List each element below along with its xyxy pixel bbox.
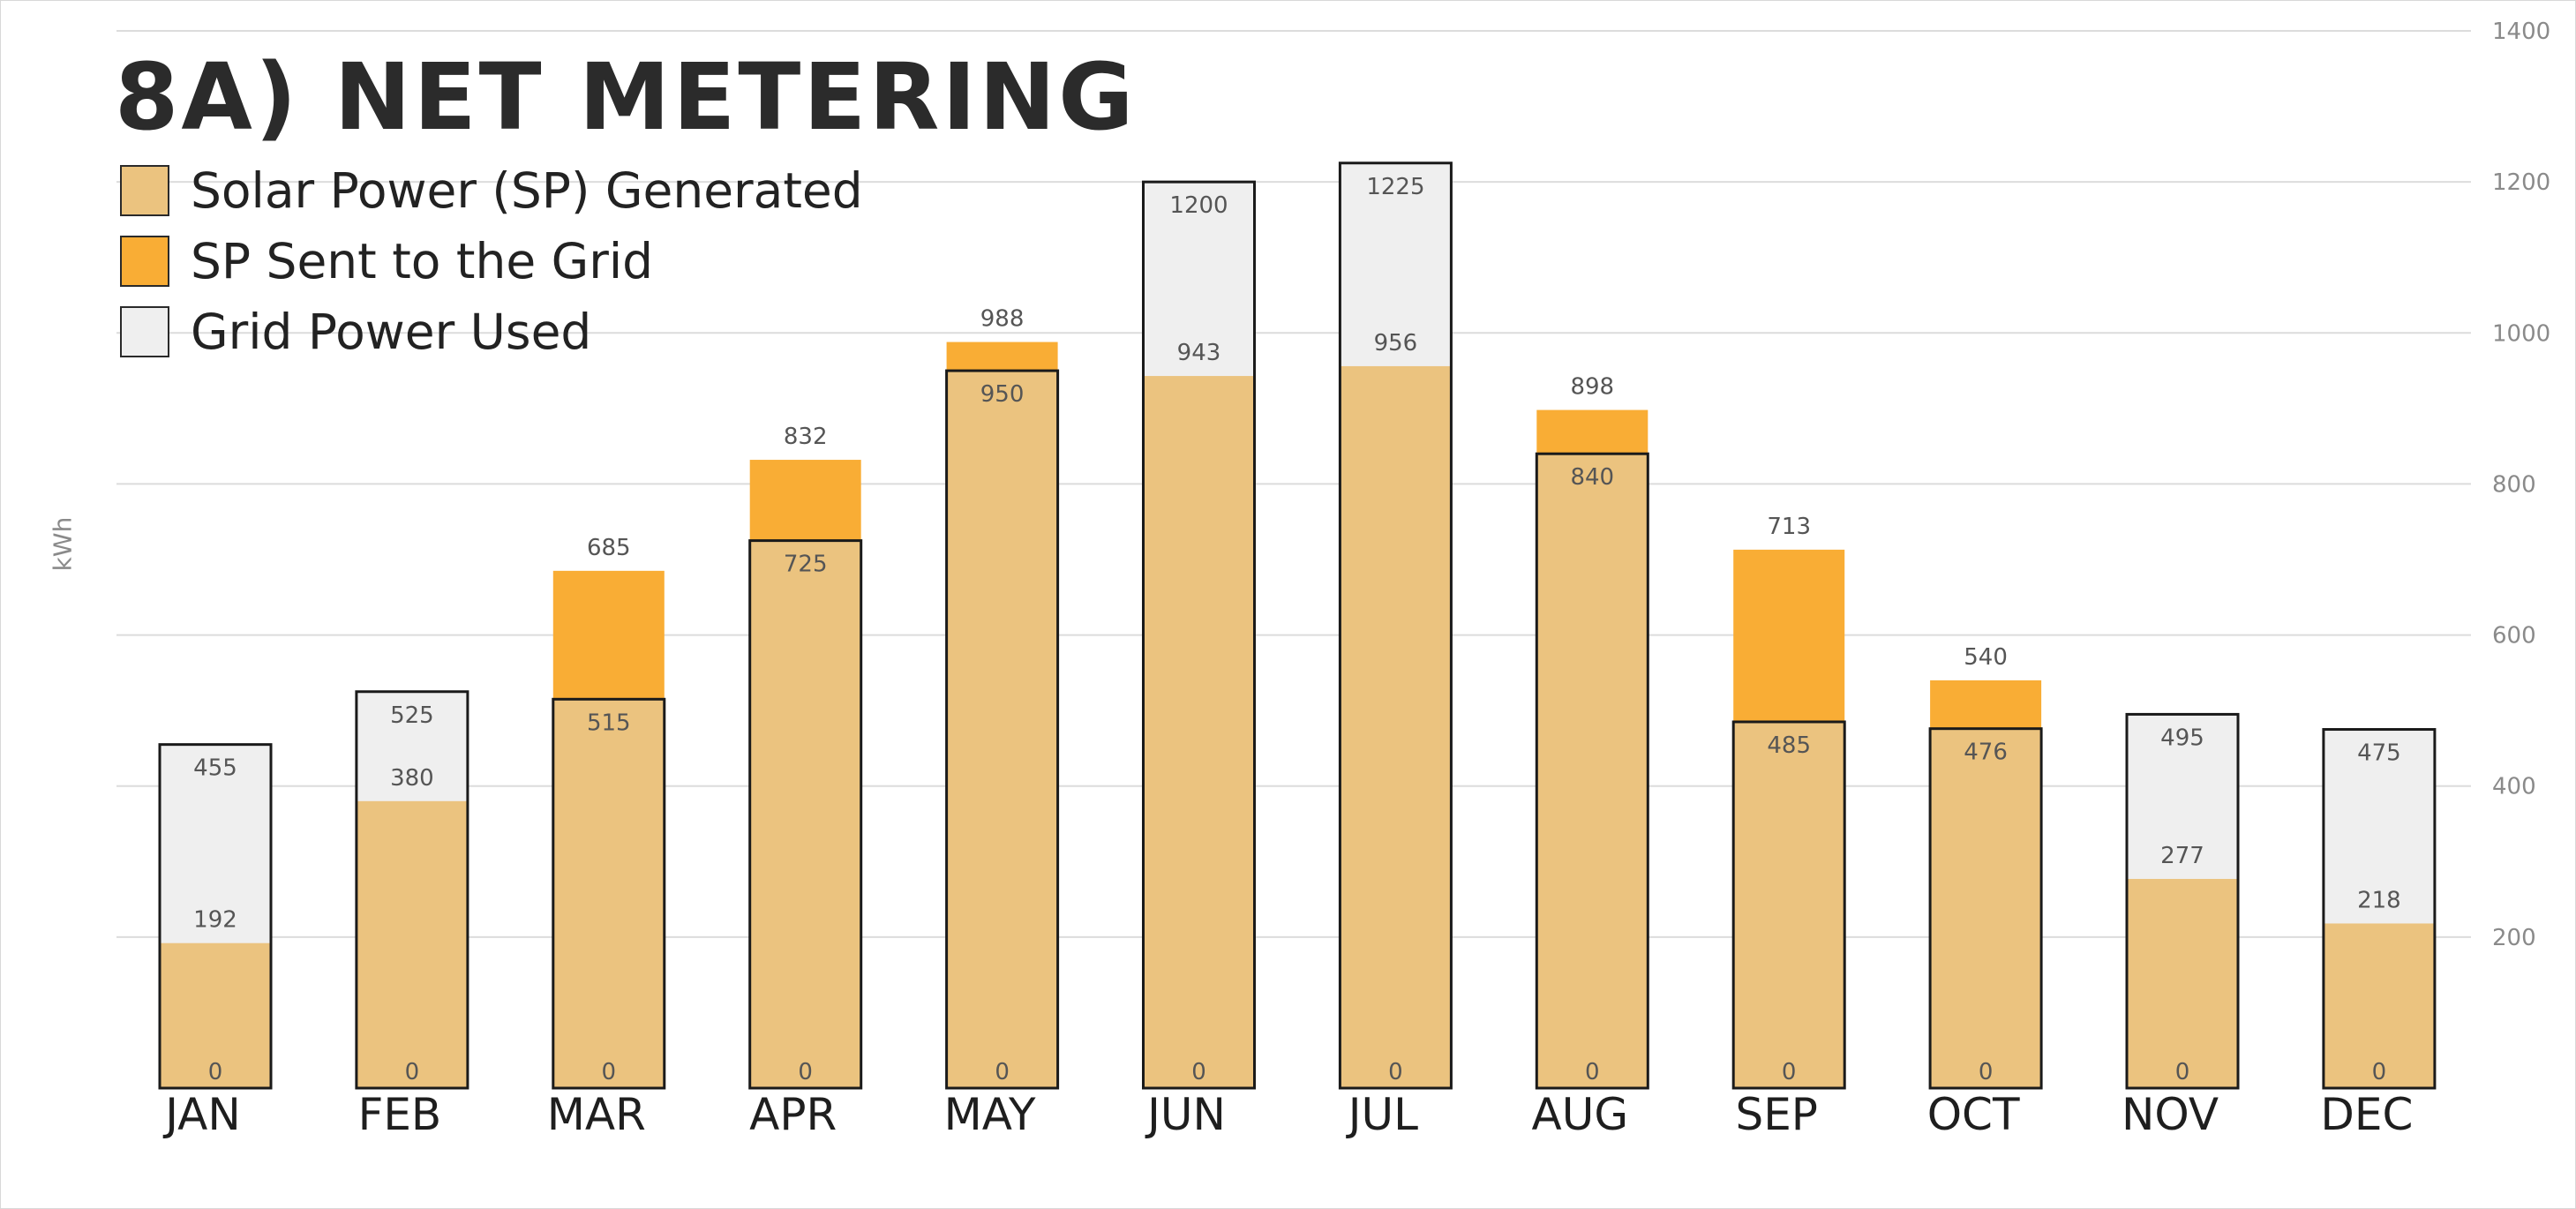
x-tick-label-jul: JUL: [1346, 1089, 1418, 1140]
bar-outline-grid-used-mar: [552, 697, 666, 1090]
value-label-solar-dec: 218: [2357, 887, 2401, 913]
x-tick-label-jan: JAN: [162, 1089, 240, 1140]
bar-sent-to-grid-sep: [1733, 549, 1845, 722]
value-label-baseline-dec: 0: [2372, 1059, 2387, 1085]
value-label-baseline-may: 0: [995, 1059, 1010, 1085]
bar-outline-grid-used-dec: [2322, 728, 2437, 1090]
value-label-top-oct: 540: [1964, 644, 2008, 671]
bar-outline-grid-used-apr: [748, 539, 863, 1090]
bar-sent-to-grid-apr: [749, 460, 861, 541]
bar-solar-generated-jul: [1340, 365, 1452, 1088]
bar-sent-to-grid-mar: [552, 570, 665, 700]
value-label-baseline-mar: 0: [602, 1059, 617, 1085]
x-tick-label-mar: MAR: [547, 1089, 646, 1140]
bar-outline-grid-used-jul: [1338, 161, 1453, 1090]
legend-label-solar-generated: Solar Power (SP) Generated: [191, 162, 863, 219]
x-tick-label-nov: NOV: [2122, 1089, 2219, 1140]
value-label-baseline-jan: 0: [208, 1059, 223, 1085]
x-tick-label-oct: OCT: [1927, 1089, 2020, 1140]
bar-solar-generated-sep: [1733, 721, 1845, 1088]
y-tick-label-400: 400: [2492, 774, 2536, 800]
bar-solar-generated-aug: [1536, 454, 1648, 1088]
bar-outline-grid-used-oct: [1928, 727, 2043, 1090]
value-label-grid-used-apr: 725: [784, 552, 828, 578]
legend-swatch-solar-generated: [120, 165, 169, 216]
value-label-baseline-feb: 0: [405, 1059, 420, 1085]
legend-item-solar-generated: Solar Power (SP) Generated: [120, 155, 863, 226]
bar-solar-generated-mar: [552, 699, 665, 1088]
bar-outline-grid-used-jan: [158, 743, 273, 1090]
chart-legend: Solar Power (SP) Generated SP Sent to th…: [120, 155, 863, 367]
value-label-grid-used-aug: 840: [1570, 464, 1614, 491]
value-label-top-jun: 1200: [1169, 192, 1228, 219]
x-tick-label-sep: SEP: [1735, 1089, 1817, 1140]
y-axis-label: kWh: [48, 516, 78, 572]
value-label-grid-used-mar: 515: [587, 710, 631, 736]
bar-sent-to-grid-may: [946, 342, 1058, 372]
value-label-baseline-aug: 0: [1585, 1059, 1600, 1085]
value-label-baseline-jun: 0: [1191, 1059, 1206, 1085]
bar-sent-to-grid-aug: [1536, 409, 1648, 454]
value-label-grid-used-may: 950: [980, 381, 1025, 408]
y-tick-label-600: 600: [2492, 623, 2536, 650]
bar-solar-generated-dec: [2323, 923, 2435, 1088]
bar-solar-generated-apr: [749, 540, 861, 1088]
bar-outline-grid-used-aug: [1535, 452, 1649, 1090]
bar-solar-generated-jan: [160, 942, 271, 1088]
value-label-solar-jun: 943: [1177, 340, 1221, 366]
value-label-solar-jul: 956: [1374, 330, 1418, 357]
bar-solar-generated-nov: [2127, 878, 2238, 1088]
y-tick-label-1000: 1000: [2492, 320, 2550, 347]
legend-label-sent-to-grid: SP Sent to the Grid: [191, 233, 654, 289]
y-tick-label-1200: 1200: [2492, 169, 2550, 196]
legend-swatch-grid-used: [120, 306, 169, 357]
value-label-top-feb: 525: [390, 702, 434, 729]
value-label-top-aug: 898: [1570, 374, 1614, 401]
x-tick-label-feb: FEB: [358, 1089, 442, 1140]
y-tick-label-1400: 1400: [2492, 19, 2550, 45]
value-label-solar-jan: 192: [193, 907, 237, 934]
bar-outline-grid-used-sep: [1731, 720, 1846, 1090]
value-label-top-dec: 475: [2357, 740, 2401, 767]
y-tick-label-200: 200: [2492, 925, 2536, 951]
value-label-baseline-nov: 0: [2175, 1059, 2190, 1085]
legend-item-sent-to-grid: SP Sent to the Grid: [120, 226, 863, 297]
bar-outline-grid-used-may: [945, 369, 1060, 1090]
chart-title: 8A) NET METERING: [115, 43, 1137, 151]
y-tick-label-800: 800: [2492, 471, 2536, 498]
value-label-baseline-oct: 0: [1979, 1059, 1994, 1085]
bar-solar-generated-feb: [356, 800, 468, 1088]
x-tick-label-apr: APR: [749, 1089, 837, 1140]
bar-solar-generated-jun: [1143, 376, 1255, 1089]
x-tick-label-may: MAY: [944, 1089, 1036, 1140]
bar-solar-generated-oct: [1930, 728, 2042, 1088]
value-label-baseline-apr: 0: [798, 1059, 813, 1085]
value-label-solar-nov: 277: [2160, 843, 2204, 869]
value-label-grid-used-sep: 485: [1767, 732, 1811, 759]
bar-solar-generated-may: [946, 371, 1058, 1089]
legend-item-grid-used: Grid Power Used: [120, 297, 863, 367]
value-label-baseline-sep: 0: [1782, 1059, 1797, 1085]
value-label-top-apr: 832: [784, 424, 828, 450]
bar-outline-grid-used-feb: [355, 690, 469, 1090]
bar-outline-grid-used-nov: [2125, 712, 2240, 1090]
value-label-top-jul: 1225: [1366, 174, 1424, 200]
x-tick-label-aug: AUG: [1532, 1089, 1629, 1140]
value-label-top-sep: 713: [1767, 514, 1811, 540]
value-label-baseline-jul: 0: [1388, 1059, 1403, 1085]
legend-swatch-sent-to-grid: [120, 236, 169, 287]
bar-sent-to-grid-oct: [1930, 680, 2042, 729]
x-tick-label-dec: DEC: [2320, 1089, 2413, 1140]
value-label-top-jan: 455: [193, 755, 237, 782]
legend-label-grid-used: Grid Power Used: [191, 304, 592, 360]
bar-outline-grid-used-jun: [1142, 180, 1256, 1090]
value-label-solar-feb: 380: [390, 765, 434, 792]
value-label-grid-used-oct: 476: [1964, 740, 2008, 766]
value-label-top-mar: 685: [587, 535, 631, 561]
value-label-top-nov: 495: [2160, 725, 2204, 751]
x-tick-label-jun: JUN: [1145, 1089, 1226, 1140]
value-label-top-may: 988: [980, 306, 1025, 333]
